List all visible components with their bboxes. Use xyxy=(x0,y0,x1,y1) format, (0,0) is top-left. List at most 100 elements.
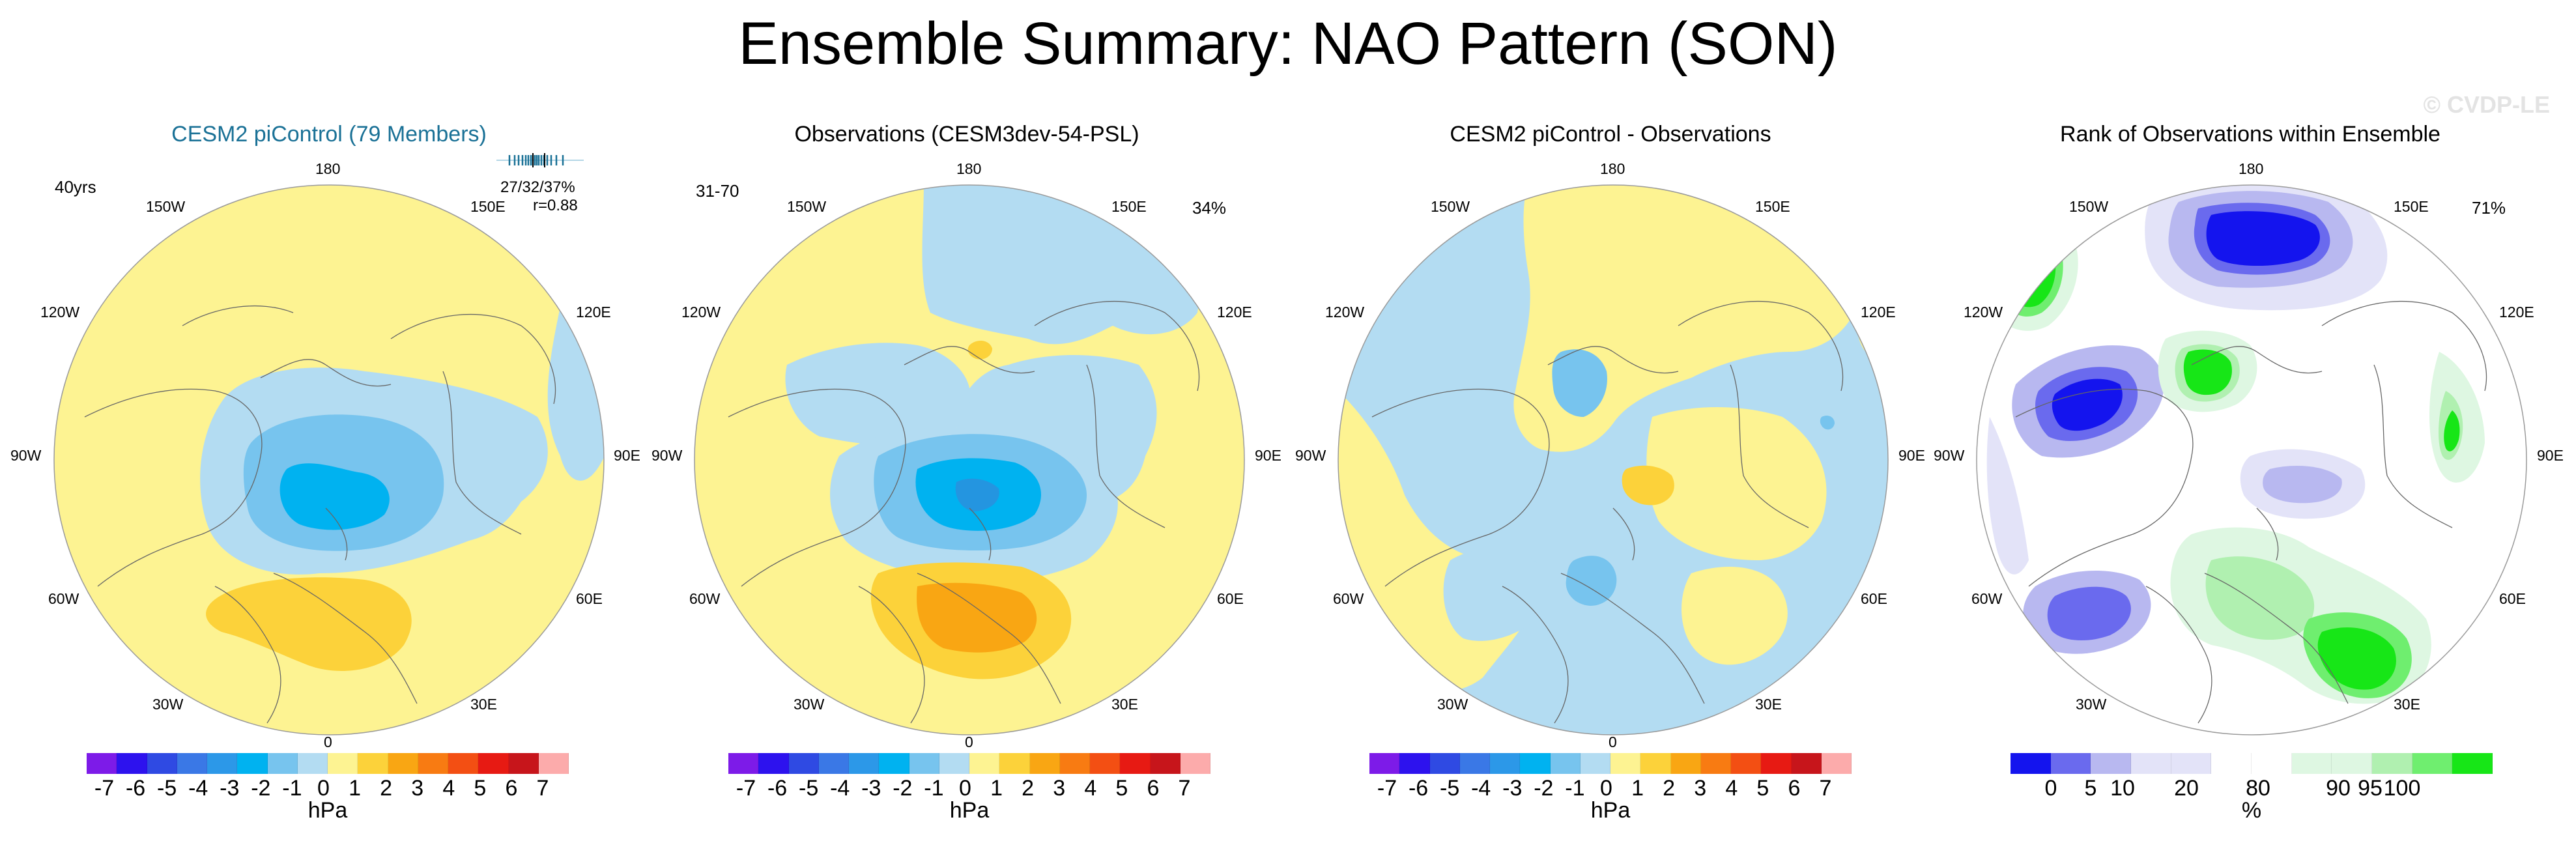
colorbar-swatch xyxy=(418,753,448,774)
coastlines xyxy=(84,305,556,724)
lon-label-60e: 60E xyxy=(1861,590,1887,607)
colorbar-swatch xyxy=(478,753,509,774)
map-border xyxy=(1338,184,1889,735)
colorbar-tick-label: -1 xyxy=(282,776,302,801)
map-border xyxy=(694,184,1245,735)
explained-variance: 71% xyxy=(2472,198,2506,218)
colorbar-swatch xyxy=(177,753,207,774)
colorbar-swatch xyxy=(939,753,969,774)
lon-label-60w: 60W xyxy=(689,590,721,607)
colorbar-swatch xyxy=(2372,753,2412,774)
colorbar-swatch xyxy=(508,753,539,774)
colorbar-swatch xyxy=(1150,753,1181,774)
colorbar-tick-label: 2 xyxy=(380,776,393,801)
lon-label-90e: 90E xyxy=(1255,447,1281,464)
colorbar-swatch xyxy=(2291,753,2332,774)
colorbar-tick-label: 20 xyxy=(2174,776,2199,801)
colorbar-swatch xyxy=(1791,753,1822,774)
rank-lowest xyxy=(2052,378,2123,431)
colorbar-tick-label: -4 xyxy=(188,776,208,801)
colorbar-tick-label: 1 xyxy=(990,776,1003,801)
lon-label-60e: 60E xyxy=(576,590,603,607)
colorbar-tick-label: 2 xyxy=(1022,776,1035,801)
rank-low xyxy=(2263,466,2342,504)
colorbar-swatch xyxy=(1670,753,1701,774)
colorbar-tick-label: 5 xyxy=(1756,776,1769,801)
colorbar-swatch xyxy=(1120,753,1151,774)
panel-title: CESM2 piControl (79 Members) xyxy=(171,122,487,147)
colorbar-unit: hPa xyxy=(308,798,348,823)
colorbar-tick-label: 90 xyxy=(2326,776,2351,801)
lon-label-150w: 150W xyxy=(146,198,186,215)
colorbar-tick-label: -2 xyxy=(1534,776,1554,801)
colorbar-unit: % xyxy=(2241,798,2262,823)
panel-title: Observations (CESM3dev-54-PSL) xyxy=(794,122,1139,147)
colorbar-tick-label: 6 xyxy=(505,776,518,801)
colorbar-swatch xyxy=(1580,753,1610,774)
colorbar-tick-label: -5 xyxy=(157,776,177,801)
colorbar-swatch xyxy=(1610,753,1641,774)
colorbar-swatch xyxy=(2211,753,2252,774)
rank-highest xyxy=(2444,410,2460,451)
explained-variance: 34% xyxy=(1192,198,1227,218)
colorbar-tick-label: 7 xyxy=(1819,776,1832,801)
colorbar-tick-label: -2 xyxy=(893,776,913,801)
colorbar-tick-label: -3 xyxy=(1502,776,1523,801)
colorbar-tick-label: 1 xyxy=(349,776,362,801)
colorbar-swatch xyxy=(1459,753,1490,774)
colorbar-swatch xyxy=(818,753,849,774)
lon-label-60w: 60W xyxy=(1333,590,1364,607)
colorbar-tick-label: 0 xyxy=(317,776,330,801)
lon-label-0: 0 xyxy=(965,734,973,750)
lon-label-30e: 30E xyxy=(470,696,497,713)
colorbar-tick-label: 4 xyxy=(1725,776,1738,801)
colorbar-tick-label: 5 xyxy=(474,776,487,801)
colorbar-swatch xyxy=(788,753,819,774)
colorbar-swatch xyxy=(1520,753,1551,774)
pattern-correlation: r=0.88 xyxy=(533,197,578,214)
colorbar-tick-label: -6 xyxy=(125,776,146,801)
colorbar-tick-label: -7 xyxy=(736,776,756,801)
colorbar-tick-label: 3 xyxy=(1694,776,1707,801)
negative-core xyxy=(1552,349,1607,417)
polar-map xyxy=(1976,184,2527,735)
lon-label-60e: 60E xyxy=(2499,590,2526,607)
panel-observations: Observations (CESM3dev-54-PSL) xyxy=(644,0,1287,841)
rank-high xyxy=(2205,556,2315,640)
colorbar-swatch xyxy=(969,753,1000,774)
colorbar-tick-label: -3 xyxy=(861,776,881,801)
colorbar xyxy=(728,753,1210,774)
lon-label-120w: 120W xyxy=(681,304,721,321)
coastlines xyxy=(728,300,1200,724)
ensemble-spread-strip xyxy=(495,153,584,167)
lon-label-150e: 150E xyxy=(470,198,506,215)
positive-region xyxy=(1682,567,1788,665)
colorbar xyxy=(1369,753,1852,774)
colorbar-swatch xyxy=(1550,753,1581,774)
positive-region xyxy=(1646,407,1827,560)
colorbar-tick-label: -4 xyxy=(830,776,850,801)
rank-low xyxy=(2047,586,2131,641)
colorbar-tick-label: 3 xyxy=(1053,776,1066,801)
colorbar-swatch xyxy=(1029,753,1060,774)
positive-core xyxy=(1622,465,1674,506)
colorbar-swatch xyxy=(1180,753,1210,774)
negative-core xyxy=(1566,556,1617,606)
lon-label-90e: 90E xyxy=(1898,447,1925,464)
colorbar-swatch xyxy=(2011,753,2051,774)
rank-lowest xyxy=(2206,211,2320,266)
colorbar-swatch xyxy=(728,753,759,774)
colorbar-swatch xyxy=(1700,753,1731,774)
colorbar-tick-label: 5 xyxy=(2084,776,2097,801)
lon-label-60e: 60E xyxy=(1217,590,1244,607)
years-label: 31-70 xyxy=(696,181,739,201)
lon-label-120e: 120E xyxy=(576,304,611,321)
rank-highest xyxy=(2317,627,2396,690)
colorbar-tick-label: -1 xyxy=(1565,776,1585,801)
colorbar-swatch xyxy=(1821,753,1852,774)
lon-label-90e: 90E xyxy=(2537,447,2564,464)
colorbar-swatch xyxy=(2050,753,2091,774)
colorbar-tick-label: 4 xyxy=(1084,776,1097,801)
colorbar-swatch xyxy=(1059,753,1090,774)
polar-map xyxy=(53,184,605,735)
